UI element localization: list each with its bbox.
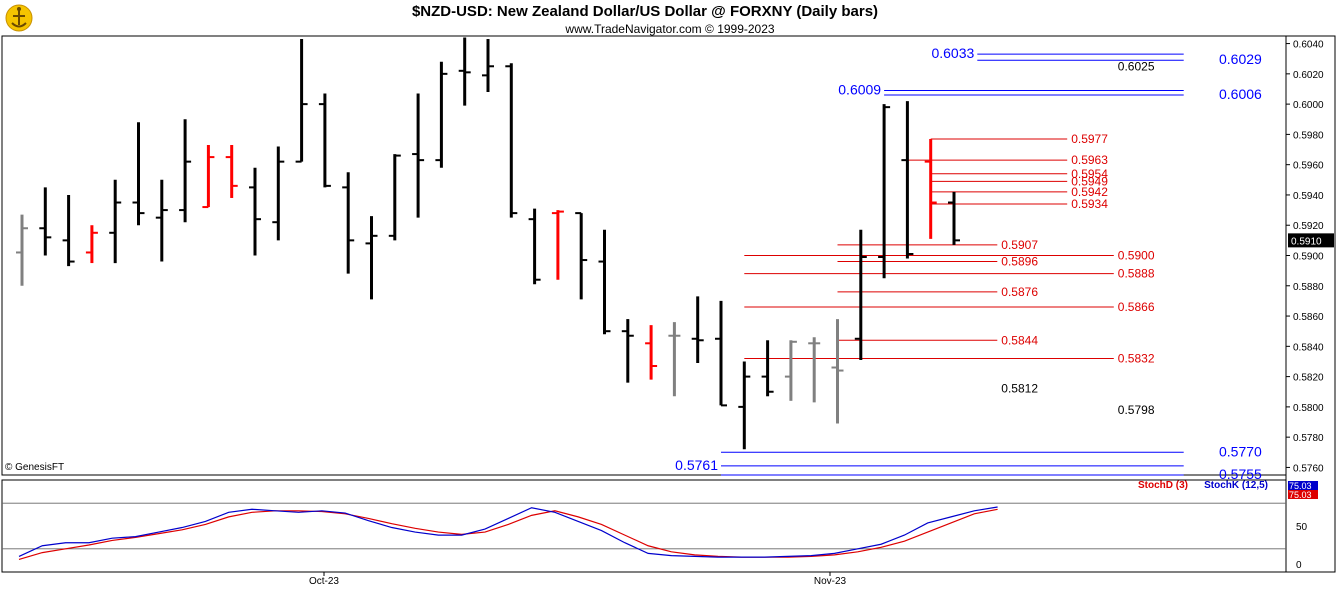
chart-title: $NZD-USD: New Zealand Dollar/US Dollar @… — [411, 3, 879, 20]
level-label: 0.6009 — [838, 81, 881, 97]
price-levels: 0.6033 0.6029 0.6025 0.6009 0.6006 0.5977 0.59… — [675, 45, 1262, 482]
x-tick-label: Nov-23 — [814, 576, 847, 587]
y-tick-label: 0.5860 — [1293, 312, 1324, 323]
last-price-label: 0.5910 — [1291, 236, 1322, 247]
y-tick-label: 0.6040 — [1293, 40, 1324, 51]
level-label: 0.5812 — [1001, 382, 1038, 396]
y-tick-label: 0.5820 — [1293, 373, 1324, 384]
level-label: 0.5761 — [675, 457, 718, 473]
stochD-line — [18, 508, 998, 561]
level-label: 0.6025 — [1118, 59, 1155, 73]
stoch-tick-label: 50 — [1296, 522, 1308, 533]
level-label: 0.5900 — [1118, 249, 1155, 263]
y-tick-label: 0.5940 — [1293, 191, 1324, 202]
y-tick-label: 0.5900 — [1293, 252, 1324, 263]
stochK-line — [18, 506, 998, 558]
ohlc-bars — [16, 37, 960, 450]
y-tick-label: 0.5840 — [1293, 342, 1324, 353]
stochK-last-label: 75.03 — [1289, 481, 1312, 491]
stochK-legend: StochK (12,5) — [1204, 480, 1268, 491]
y-tick-label: 0.5760 — [1293, 463, 1324, 474]
trade-navigator-logo-icon — [4, 3, 34, 33]
stoch-tick-label: 0 — [1296, 560, 1302, 571]
level-label: 0.5954 — [1071, 167, 1108, 181]
y-tick-label: 0.6020 — [1293, 70, 1324, 81]
level-label: 0.5866 — [1118, 300, 1155, 314]
y-tick-label: 0.5920 — [1293, 221, 1324, 232]
level-label: 0.5907 — [1001, 238, 1038, 252]
stochastic-panel-border — [1, 479, 1287, 573]
date-axis: Oct-23 Nov-23 — [309, 572, 847, 587]
level-label: 0.6006 — [1219, 86, 1262, 102]
genesis-watermark: © GenesisFT — [5, 462, 65, 473]
chart-subtitle: www.TradeNavigator.com © 1999-2023 — [565, 22, 775, 36]
price-axis: 0.6040 0.6020 0.6000 0.5980 0.5960 0.5940 0.59… — [1286, 40, 1334, 474]
x-tick-label: Oct-23 — [309, 576, 339, 587]
level-label: 0.5896 — [1001, 255, 1038, 269]
stochD-last-box — [1288, 490, 1318, 499]
level-label: 0.5934 — [1071, 197, 1108, 211]
level-label: 0.5963 — [1071, 153, 1108, 167]
last-price-box — [1288, 233, 1334, 248]
level-label: 0.5770 — [1219, 443, 1262, 459]
level-label: 0.5798 — [1118, 403, 1155, 417]
stochD-legend: StochD (3) — [1138, 480, 1188, 491]
y-tick-label: 0.6000 — [1293, 100, 1324, 111]
level-label: 0.6029 — [1219, 51, 1262, 67]
level-label: 0.5844 — [1001, 333, 1038, 347]
y-tick-label: 0.5960 — [1293, 161, 1324, 172]
stochK-last-box — [1288, 481, 1318, 490]
level-label: 0.5888 — [1118, 267, 1155, 281]
level-label: 0.5949 — [1071, 174, 1108, 188]
level-label: 0.6033 — [931, 45, 974, 61]
level-label: 0.5942 — [1071, 185, 1108, 199]
stochD-last-label: 75.03 — [1289, 490, 1312, 500]
level-label: 0.5832 — [1118, 351, 1155, 365]
level-label: 0.5977 — [1071, 132, 1108, 146]
y-tick-label: 0.5880 — [1293, 282, 1324, 293]
level-label: 0.5755 — [1219, 466, 1262, 482]
y-tick-label: 0.5780 — [1293, 433, 1324, 444]
y-tick-label: 0.5800 — [1293, 403, 1324, 414]
y-tick-label: 0.5980 — [1293, 130, 1324, 141]
level-label: 0.5876 — [1001, 285, 1038, 299]
